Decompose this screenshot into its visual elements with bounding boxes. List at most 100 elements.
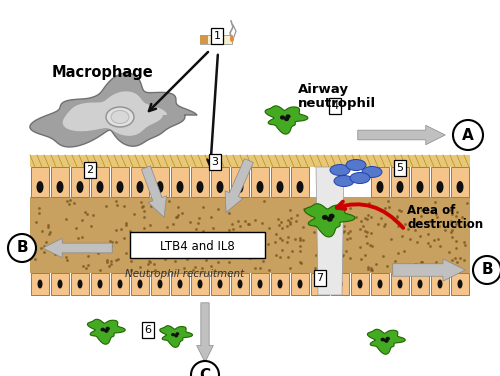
Ellipse shape bbox=[330, 165, 350, 176]
Ellipse shape bbox=[276, 181, 283, 193]
Polygon shape bbox=[88, 319, 125, 344]
Ellipse shape bbox=[230, 36, 234, 42]
Bar bbox=[91, 167, 109, 197]
Bar bbox=[451, 273, 469, 295]
Bar bbox=[51, 167, 69, 197]
Bar bbox=[131, 273, 149, 295]
Bar bbox=[271, 273, 289, 295]
Bar bbox=[251, 167, 269, 197]
Bar bbox=[351, 273, 369, 295]
Bar bbox=[251, 273, 269, 295]
Text: 1: 1 bbox=[214, 31, 220, 41]
Ellipse shape bbox=[176, 181, 184, 193]
Ellipse shape bbox=[378, 279, 382, 288]
Bar bbox=[431, 167, 449, 197]
Ellipse shape bbox=[384, 339, 388, 343]
Ellipse shape bbox=[350, 173, 370, 183]
Bar bbox=[331, 273, 349, 295]
Ellipse shape bbox=[238, 279, 242, 288]
Text: B: B bbox=[16, 241, 28, 256]
Bar bbox=[191, 273, 209, 295]
Polygon shape bbox=[304, 204, 355, 237]
Ellipse shape bbox=[176, 332, 180, 335]
Ellipse shape bbox=[278, 279, 282, 288]
Ellipse shape bbox=[56, 181, 64, 193]
Ellipse shape bbox=[398, 279, 402, 288]
Text: 6: 6 bbox=[144, 325, 152, 335]
Ellipse shape bbox=[138, 279, 142, 288]
Ellipse shape bbox=[386, 337, 390, 341]
Bar bbox=[91, 273, 109, 295]
FancyBboxPatch shape bbox=[130, 232, 265, 258]
Text: Neutrophil recruitment: Neutrophil recruitment bbox=[126, 269, 244, 279]
Text: 4: 4 bbox=[332, 101, 338, 111]
Bar bbox=[30, 197, 470, 273]
Ellipse shape bbox=[58, 279, 62, 288]
Bar bbox=[151, 167, 169, 197]
Ellipse shape bbox=[136, 181, 143, 193]
Text: neutrophil: neutrophil bbox=[298, 97, 376, 111]
Bar bbox=[451, 167, 469, 197]
Ellipse shape bbox=[338, 279, 342, 288]
Bar bbox=[391, 167, 409, 197]
Ellipse shape bbox=[98, 279, 102, 288]
Ellipse shape bbox=[198, 279, 202, 288]
Ellipse shape bbox=[158, 279, 162, 288]
Bar bbox=[411, 167, 429, 197]
Bar bbox=[71, 167, 89, 197]
Ellipse shape bbox=[286, 114, 290, 119]
Text: C: C bbox=[200, 367, 210, 376]
Bar bbox=[231, 273, 249, 295]
Ellipse shape bbox=[218, 279, 222, 288]
Ellipse shape bbox=[416, 181, 424, 193]
Text: B: B bbox=[481, 262, 493, 277]
Text: 7: 7 bbox=[316, 273, 324, 283]
Text: 3: 3 bbox=[212, 157, 218, 167]
Ellipse shape bbox=[100, 327, 105, 332]
Text: 2: 2 bbox=[86, 165, 94, 175]
Bar bbox=[200, 35, 232, 44]
Ellipse shape bbox=[111, 111, 129, 123]
Polygon shape bbox=[368, 329, 405, 354]
Text: Area of: Area of bbox=[407, 203, 456, 217]
Bar bbox=[51, 273, 69, 295]
Ellipse shape bbox=[116, 181, 123, 193]
Bar bbox=[71, 273, 89, 295]
Text: Airway: Airway bbox=[298, 83, 349, 97]
Bar bbox=[431, 273, 449, 295]
Ellipse shape bbox=[456, 181, 464, 193]
Ellipse shape bbox=[362, 167, 382, 177]
Ellipse shape bbox=[318, 279, 322, 288]
Ellipse shape bbox=[236, 181, 244, 193]
Text: LTB4 and IL8: LTB4 and IL8 bbox=[160, 240, 234, 253]
Ellipse shape bbox=[171, 333, 175, 336]
Bar bbox=[171, 273, 189, 295]
Ellipse shape bbox=[178, 279, 182, 288]
Bar bbox=[291, 273, 309, 295]
Ellipse shape bbox=[298, 279, 302, 288]
Ellipse shape bbox=[256, 181, 264, 193]
Ellipse shape bbox=[156, 181, 164, 193]
Ellipse shape bbox=[328, 214, 334, 219]
Ellipse shape bbox=[280, 115, 285, 120]
Ellipse shape bbox=[322, 215, 328, 220]
Ellipse shape bbox=[36, 181, 44, 193]
Ellipse shape bbox=[96, 181, 103, 193]
Bar bbox=[31, 167, 49, 197]
Bar bbox=[371, 167, 389, 197]
Bar bbox=[30, 155, 470, 167]
Text: 5: 5 bbox=[396, 163, 404, 173]
Circle shape bbox=[8, 234, 36, 262]
Ellipse shape bbox=[258, 279, 262, 288]
Polygon shape bbox=[316, 167, 344, 295]
Bar bbox=[311, 273, 329, 295]
Ellipse shape bbox=[104, 329, 108, 333]
Ellipse shape bbox=[106, 107, 134, 127]
Circle shape bbox=[191, 361, 219, 376]
Text: destruction: destruction bbox=[407, 217, 483, 230]
Ellipse shape bbox=[418, 279, 422, 288]
Ellipse shape bbox=[436, 181, 444, 193]
Bar bbox=[371, 273, 389, 295]
Bar bbox=[200, 35, 208, 44]
Text: A: A bbox=[462, 127, 474, 143]
